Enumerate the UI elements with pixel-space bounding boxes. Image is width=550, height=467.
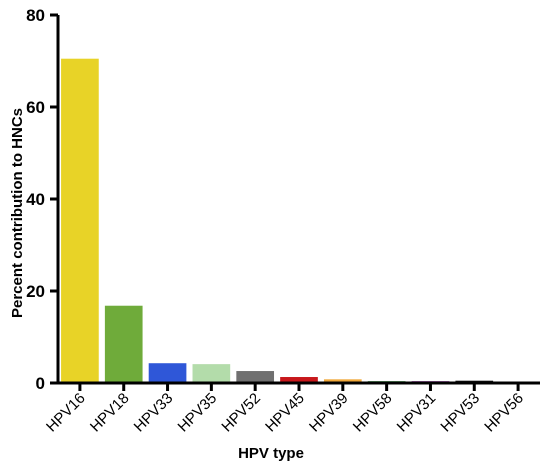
x-tick-label: HPV56 [481, 390, 527, 436]
x-tick-label: HPV53 [437, 390, 483, 436]
bar-hpv45 [280, 377, 318, 383]
x-tick-label: HPV33 [131, 390, 177, 436]
y-ticks-layer: 0 20 40 60 80 [26, 6, 58, 393]
bar-hpv18 [104, 305, 143, 383]
y-axis-title: Percent contribution to HNCs [9, 108, 26, 318]
x-axis-title: HPV type [238, 445, 304, 462]
x-tick-label: HPV16 [43, 390, 89, 436]
x-tick-label: HPV18 [87, 390, 133, 436]
x-ticks-layer: HPV16HPV18HPV33HPV35HPV52HPV45HPV39HPV58… [43, 383, 527, 435]
y-tick-label: 60 [26, 98, 45, 117]
bar-hpv16 [61, 58, 99, 383]
bars-layer [61, 58, 537, 383]
bar-hpv52 [236, 371, 275, 383]
bar-hpv39 [323, 379, 362, 383]
x-tick-label: HPV45 [262, 390, 308, 436]
y-tick-label: 40 [26, 190, 45, 209]
x-tick-label: HPV58 [350, 390, 396, 436]
x-tick-label: HPV31 [394, 390, 440, 436]
y-tick-label: 0 [36, 374, 45, 393]
bar-hpv35 [192, 364, 231, 383]
bar-hpv33 [148, 363, 187, 383]
x-tick-label: HPV35 [175, 390, 221, 436]
y-tick-label: 20 [26, 282, 45, 301]
y-tick-label: 80 [26, 6, 45, 25]
x-tick-label: HPV39 [306, 390, 352, 436]
x-tick-label: HPV52 [218, 390, 264, 436]
